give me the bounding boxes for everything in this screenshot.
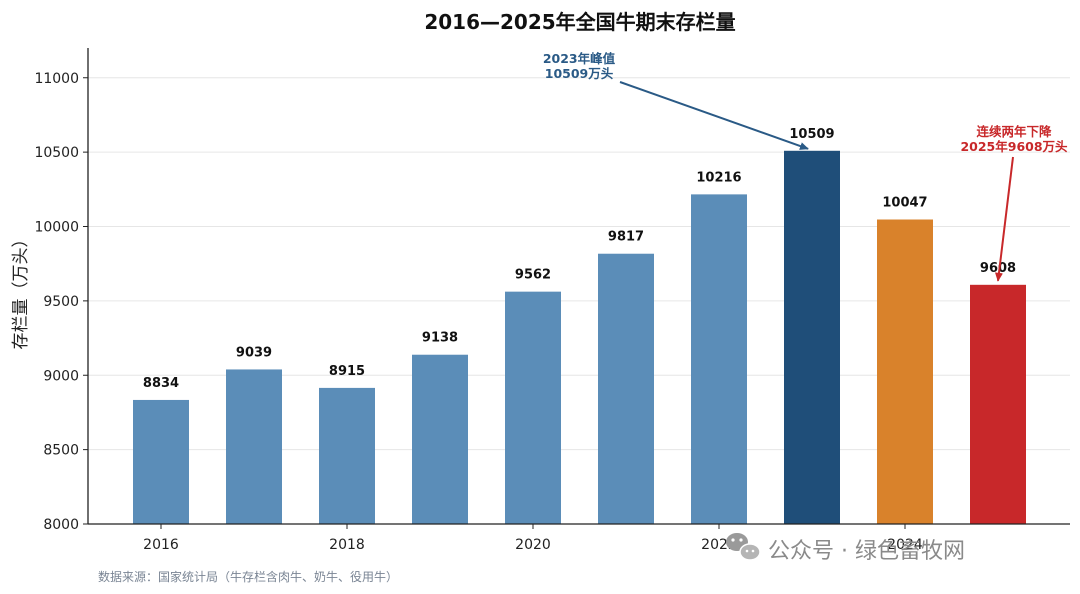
annotation-peak-text: 2023年峰值 bbox=[543, 51, 616, 66]
data-labels: 8834 9039 8915 9138 9562 9817 10216 10509 10047 9… bbox=[143, 127, 1016, 391]
bar-2016 bbox=[133, 399, 189, 524]
x-tick-label: 2020 bbox=[515, 537, 551, 553]
annotation-peak-text: 10509万头 bbox=[545, 66, 614, 81]
y-axis-label: 存栏量（万头） bbox=[11, 231, 31, 350]
data-label-2022: 10216 bbox=[696, 170, 741, 185]
y-tick-label: 10500 bbox=[34, 145, 79, 161]
x-tick-label: 2024 bbox=[887, 537, 923, 553]
y-tick-label: 10000 bbox=[34, 220, 79, 236]
source-note: 数据来源：国家统计局（牛存栏含肉牛、奶牛、役用牛） bbox=[98, 569, 398, 584]
annotation-decline-text: 2025年9608万头 bbox=[960, 139, 1068, 154]
bar-2022 bbox=[691, 194, 747, 524]
bar-2025 bbox=[970, 284, 1026, 524]
data-label-2021: 9817 bbox=[608, 230, 644, 245]
annotation-peak-arrow bbox=[619, 81, 809, 150]
bar-2020 bbox=[505, 291, 561, 524]
annotation-decline-arrow bbox=[994, 156, 1014, 282]
data-label-2025: 9608 bbox=[980, 261, 1016, 276]
data-label-2016: 8834 bbox=[143, 376, 179, 391]
y-tick-label: 9000 bbox=[43, 368, 79, 384]
bar-2023 bbox=[784, 150, 840, 524]
chart-title: 2016—2025年全国牛期末存栏量 bbox=[424, 10, 735, 34]
y-tick-label: 8500 bbox=[43, 443, 79, 459]
y-ticks: 8000 8500 9000 9500 10000 10500 11000 bbox=[34, 71, 88, 533]
data-label-2019: 9138 bbox=[422, 331, 458, 346]
y-tick-label: 8000 bbox=[43, 517, 79, 533]
wechat-icon bbox=[726, 533, 761, 561]
data-label-2023: 10509 bbox=[789, 127, 834, 142]
data-label-2020: 9562 bbox=[515, 268, 551, 283]
bars bbox=[133, 150, 1026, 525]
bar-2019 bbox=[412, 354, 468, 524]
data-label-2024: 10047 bbox=[882, 196, 927, 211]
watermark: 公众号 · 绿色畜牧网 bbox=[726, 533, 965, 564]
x-tick-label: 2018 bbox=[329, 537, 365, 553]
annotation-decline-text: 连续两年下降 bbox=[976, 124, 1052, 139]
y-tick-label: 11000 bbox=[34, 71, 79, 87]
x-tick-label: 2016 bbox=[143, 537, 179, 553]
bar-2024 bbox=[877, 219, 933, 525]
watermark-text: 公众号 · 绿色畜牧网 bbox=[768, 539, 965, 564]
bar-2021 bbox=[598, 253, 654, 524]
data-label-2018: 8915 bbox=[329, 364, 365, 379]
bar-2018 bbox=[319, 387, 375, 524]
bar-2017 bbox=[226, 369, 282, 524]
data-label-2017: 9039 bbox=[236, 345, 272, 360]
x-ticks: 2016 2018 2020 2022 2024 bbox=[143, 524, 923, 553]
y-tick-label: 9500 bbox=[43, 294, 79, 310]
